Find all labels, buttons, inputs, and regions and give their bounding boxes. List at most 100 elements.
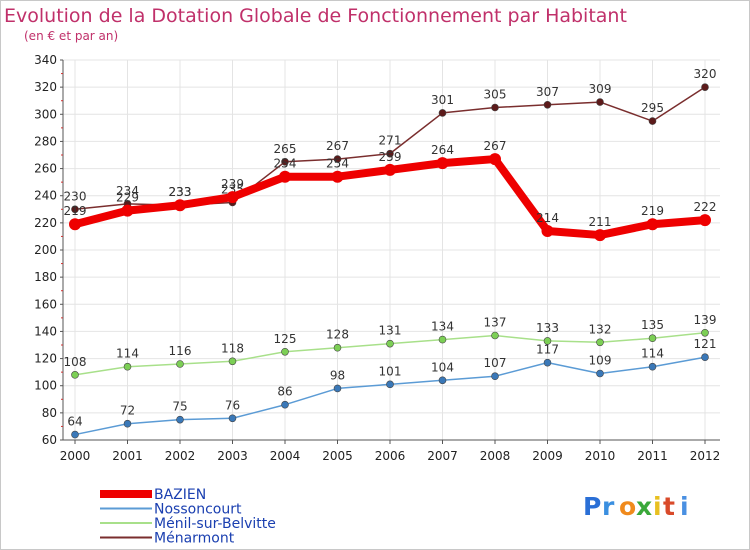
logo-letter: P — [583, 492, 601, 521]
data-point — [281, 157, 289, 166]
data-point — [594, 229, 606, 242]
data-label: 125 — [274, 332, 297, 346]
data-label: 233 — [169, 185, 192, 199]
legend-label: BAZIEN — [154, 487, 206, 503]
y-tick-label: 300 — [34, 107, 57, 121]
logo-letter: r — [602, 492, 615, 521]
data-label: 131 — [379, 324, 402, 338]
data-label: 72 — [120, 404, 135, 418]
data-label: 75 — [172, 400, 187, 414]
data-point — [596, 98, 604, 106]
data-label: 133 — [536, 321, 559, 335]
x-tick-label: 2001 — [112, 449, 143, 463]
legend: BAZIENNossoncourtMénil-sur-BelvitteMénar… — [100, 487, 276, 547]
data-point — [384, 163, 396, 176]
data-label: 109 — [589, 354, 612, 368]
logo-letter: i — [680, 492, 689, 521]
data-point — [596, 369, 604, 378]
y-tick-label: 160 — [34, 297, 57, 311]
x-tick-label: 2004 — [270, 449, 301, 463]
data-point — [489, 153, 501, 166]
data-point — [648, 362, 657, 371]
logo-letter: i — [653, 492, 662, 521]
data-label: 307 — [536, 85, 559, 99]
data-label: 320 — [694, 67, 717, 81]
data-label: 267 — [484, 139, 507, 153]
data-point — [71, 205, 79, 214]
x-tick-label: 2009 — [532, 449, 563, 463]
data-point — [648, 334, 657, 343]
data-label: 118 — [221, 341, 244, 355]
data-label: 101 — [379, 364, 402, 378]
data-point — [228, 414, 237, 423]
data-point — [543, 358, 552, 367]
legend-label: Nossoncourt — [154, 502, 242, 518]
y-tick-label: 60 — [42, 433, 57, 447]
data-point — [331, 170, 344, 183]
data-label: 114 — [116, 347, 139, 361]
y-tick-label: 200 — [34, 243, 57, 257]
data-label: 114 — [641, 347, 664, 361]
data-point — [491, 372, 499, 381]
data-label: 121 — [694, 337, 717, 351]
data-point — [436, 157, 449, 170]
x-tick-label: 2002 — [165, 449, 196, 463]
logo-letter: t — [663, 492, 675, 521]
data-point — [176, 360, 184, 368]
data-label: 137 — [484, 316, 507, 330]
data-point — [438, 376, 447, 385]
data-point — [279, 170, 291, 183]
data-point — [333, 343, 342, 352]
y-tick-label: 80 — [42, 406, 57, 420]
x-tick-label: 2012 — [690, 449, 721, 463]
data-label: 86 — [277, 385, 292, 399]
logo-letter: o — [619, 492, 636, 521]
data-point — [281, 347, 289, 356]
data-point — [228, 357, 237, 366]
data-label: 98 — [330, 368, 345, 382]
y-tick-label: 340 — [34, 53, 57, 67]
data-point — [333, 384, 342, 393]
data-label: 295 — [641, 101, 664, 115]
data-point — [174, 199, 186, 212]
data-point — [491, 103, 499, 112]
data-label: 265 — [274, 142, 297, 156]
data-label: 108 — [64, 355, 87, 369]
x-tick-label: 2006 — [375, 449, 406, 463]
data-label: 271 — [379, 134, 402, 148]
data-point — [386, 339, 394, 348]
y-tick-label: 140 — [34, 324, 57, 338]
data-label: 239 — [221, 177, 244, 191]
series-nossoncourt: 64 72 75 76 86 98 101 104 107 117 109 114 121 — [67, 337, 717, 439]
data-label: 309 — [589, 82, 612, 96]
data-point — [438, 335, 447, 344]
data-point — [596, 338, 604, 347]
data-label: 214 — [536, 211, 559, 225]
y-tick-label: 260 — [34, 162, 57, 176]
data-label: 107 — [484, 356, 507, 370]
data-point — [491, 331, 499, 340]
x-tick-label: 2008 — [480, 449, 511, 463]
series-m-nil-sur-belvitte: 108 114 116 118 125 128 131 134 137 133 132 135 139 — [64, 313, 716, 379]
chart-subtitle: (en € et par an) — [24, 29, 118, 43]
data-label: 305 — [484, 88, 507, 102]
data-label: 134 — [431, 320, 454, 334]
data-label: 222 — [694, 200, 717, 214]
y-tick-label: 120 — [34, 352, 57, 366]
data-label: 219 — [641, 204, 664, 218]
data-point — [71, 430, 79, 439]
data-label: 301 — [431, 93, 454, 107]
data-label: 259 — [379, 150, 402, 164]
y-tick-label: 100 — [34, 379, 57, 393]
data-label: 234 — [116, 184, 139, 198]
data-point — [701, 353, 709, 362]
data-label: 254 — [326, 157, 349, 171]
data-label: 104 — [431, 360, 454, 374]
y-tick-label: 180 — [34, 270, 57, 284]
data-point — [699, 214, 711, 227]
data-point — [71, 371, 79, 379]
y-tick-label: 240 — [34, 189, 57, 203]
